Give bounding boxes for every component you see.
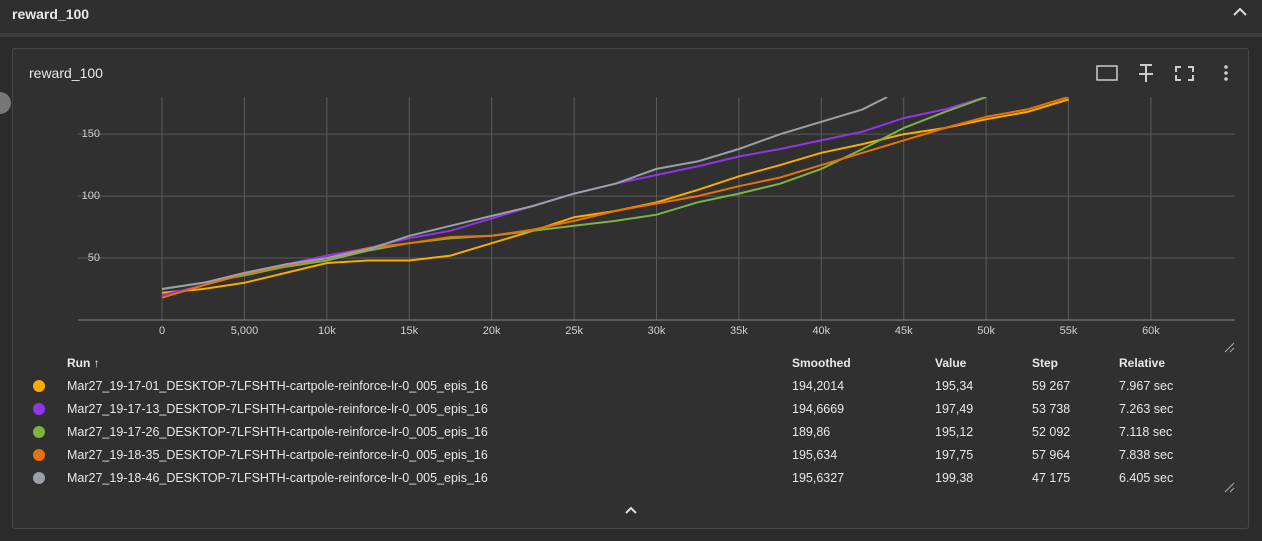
x-tick-label: 55k: [1060, 325, 1078, 337]
table-cell: 194,2014: [792, 379, 845, 393]
resize-handle[interactable]: [1222, 340, 1236, 354]
fullscreen-button[interactable]: [1175, 66, 1194, 81]
table-cell: 7.838 sec: [1119, 448, 1174, 462]
expand-button[interactable]: [621, 500, 641, 520]
x-tick-label: 45k: [895, 325, 913, 337]
column-header: Run ↑: [67, 356, 100, 370]
column-header: Relative: [1119, 356, 1166, 370]
legend-dot: [33, 472, 45, 484]
card-title: reward_100: [29, 65, 103, 81]
x-tick-label: 25k: [565, 325, 583, 337]
legend-dot: [33, 403, 45, 415]
table-cell: 7.967 sec: [1119, 379, 1174, 393]
line: [161, 97, 888, 290]
run-name: Mar27_19-18-46_DESKTOP-7LFSHTH-cartpole-…: [67, 471, 488, 485]
fit-domain-button[interactable]: [1096, 65, 1118, 81]
plot: [161, 97, 1069, 299]
table-cell: 47 175: [1032, 471, 1071, 485]
table-cell: 57 964: [1032, 448, 1071, 462]
pin-button[interactable]: [1139, 64, 1153, 82]
x-tick-label: 50k: [977, 325, 995, 337]
table-cell: 197,49: [935, 402, 974, 416]
table-cell: 194,6669: [792, 402, 845, 416]
x-tick-label: 10k: [318, 325, 336, 337]
x-tick-label: 20k: [483, 325, 501, 337]
x-tick-label: 35k: [730, 325, 748, 337]
table-cell: 52 092: [1032, 425, 1071, 439]
line: [161, 97, 987, 290]
table-cell: 6.405 sec: [1119, 471, 1174, 485]
chart: 50 100 150 0 5,000 10k 15k 20k 25k 30k 35k 40k 45k 50…: [78, 97, 1235, 337]
section-header: [0, 0, 1262, 37]
run-name: Mar27_19-17-13_DESKTOP-7LFSHTH-cartpole-…: [67, 402, 488, 416]
y-tick-label: 100: [82, 190, 100, 202]
run-name: Mar27_19-17-01_DESKTOP-7LFSHTH-cartpole-…: [67, 379, 488, 393]
line: [161, 97, 1069, 299]
legend-dot: [33, 380, 45, 392]
collapse-button[interactable]: [1230, 2, 1250, 22]
table-cell: 7.118 sec: [1119, 425, 1173, 439]
menu-button[interactable]: [1224, 65, 1228, 81]
table-cell: 7.263 sec: [1119, 402, 1174, 416]
table-cell: 195,634: [792, 448, 838, 462]
x-tick-label: 30k: [648, 325, 666, 337]
y-tick-label: 50: [88, 252, 100, 264]
table-cell: 197,75: [935, 448, 974, 462]
legend-dot: [33, 449, 45, 461]
x-tick-label: 0: [159, 325, 165, 337]
run-name: Mar27_19-17-26_DESKTOP-7LFSHTH-cartpole-…: [67, 425, 488, 439]
table-cell: 189,86: [792, 425, 831, 439]
table-cell: 195,12: [935, 425, 974, 439]
resize-handle[interactable]: [1222, 480, 1236, 494]
section-title: reward_100: [12, 6, 90, 22]
legend-dot: [33, 426, 45, 438]
side-handle[interactable]: [0, 88, 12, 118]
table-cell: 59 267: [1032, 379, 1071, 393]
y-tick-label: 150: [82, 128, 100, 140]
x-tick-label: 5,000: [231, 325, 259, 337]
table-cell: 195,34: [935, 379, 974, 393]
table-cell: 199,38: [935, 471, 974, 485]
x-tick-label: 40k: [812, 325, 830, 337]
column-header: Step: [1032, 356, 1059, 370]
x-tick-label: 15k: [400, 325, 418, 337]
run-name: Mar27_19-18-35_DESKTOP-7LFSHTH-cartpole-…: [67, 448, 488, 462]
card-toolbar: [1096, 64, 1228, 82]
x-tick-label: 60k: [1142, 325, 1160, 337]
column-header: Smoothed: [792, 356, 851, 370]
card: [12, 48, 1249, 529]
column-header: Value: [935, 356, 967, 370]
table-cell: 53 738: [1032, 402, 1071, 416]
table-cell: 195,6327: [792, 471, 845, 485]
